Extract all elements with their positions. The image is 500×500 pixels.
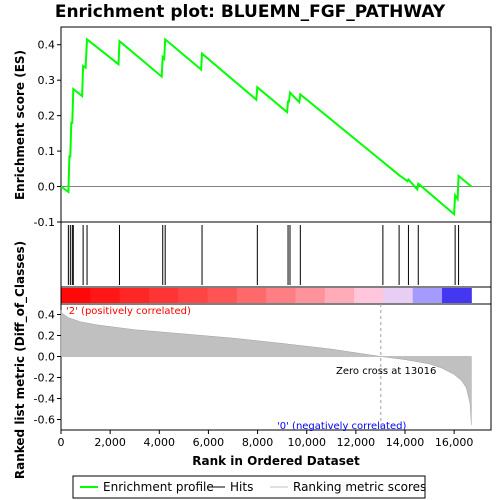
x-tick-label: 10,000 — [287, 436, 326, 449]
metric-panel: -0.6 -0.4 -0.2 0.0 0.2 0.4 0 2,000 4,000 6,000 8,… — [13, 241, 492, 479]
es-y-tick-label: -0.1 — [34, 216, 55, 229]
x-tick-label: 16,000 — [435, 436, 474, 449]
rank-color-bar — [60, 286, 492, 305]
color-bar-segment — [383, 288, 414, 303]
zero-cross-label: Zero cross at 13016 — [336, 366, 436, 377]
es-panel-frame — [60, 26, 492, 223]
legend-label-ranking: Ranking metric scores — [293, 480, 426, 494]
metric-y-tick-label: -0.2 — [34, 372, 55, 385]
color-bar-segment — [90, 288, 121, 303]
color-bar-segment — [324, 288, 355, 303]
x-axis-label: Rank in Ordered Dataset — [192, 454, 360, 468]
metric-y-tick-label: 0.4 — [38, 309, 56, 322]
metric-y-axis-label: Ranked list metric (Diff_of_Classes) — [13, 241, 28, 479]
hits-panel — [60, 221, 492, 288]
color-bar-segment — [178, 288, 209, 303]
negative-class-label: '0' (negatively correlated) — [277, 421, 406, 432]
color-bar-segment — [148, 288, 179, 303]
color-bar-segment — [207, 288, 238, 303]
metric-y-ticks: -0.6 -0.4 -0.2 0.0 0.2 0.4 — [34, 309, 61, 427]
x-tick-label: 8,000 — [242, 436, 274, 449]
es-y-ticks: -0.1 0.0 0.1 0.2 0.3 0.4 — [34, 39, 61, 229]
x-tick-label: 2,000 — [94, 436, 126, 449]
metric-y-tick-label: 0.2 — [38, 330, 56, 343]
metric-y-tick-label: 0.0 — [38, 351, 56, 364]
legend-label-enrichment: Enrichment profile — [103, 480, 214, 494]
color-bar-segment — [61, 288, 91, 303]
color-bar-segment — [412, 288, 443, 303]
x-tick-label: 12,000 — [337, 436, 376, 449]
color-bar-segment — [236, 288, 267, 303]
legend-box — [72, 475, 426, 499]
color-bar-segment — [119, 288, 150, 303]
chart-title: Enrichment plot: BLUEMN_FGF_PATHWAY — [55, 2, 446, 22]
positive-class-label: '2' (positively correlated) — [66, 306, 191, 317]
hits-panel-frame — [60, 221, 492, 288]
ranking-metric-area — [60, 310, 472, 425]
metric-panel-frame — [60, 303, 492, 431]
color-bar-segment — [266, 288, 296, 303]
es-y-tick-label: 0.3 — [38, 74, 56, 87]
x-ticks: 0 2,000 4,000 6,000 8,000 10,000 12,000 14,000 1… — [58, 430, 474, 449]
metric-y-tick-label: -0.4 — [34, 393, 55, 406]
legend: Enrichment profile Hits Ranking metric s… — [72, 475, 426, 499]
x-tick-label: 14,000 — [386, 436, 425, 449]
x-tick-label: 0 — [58, 436, 65, 449]
hit-markers — [67, 225, 460, 285]
es-y-tick-label: 0.1 — [38, 145, 56, 158]
legend-label-hits: Hits — [230, 480, 253, 494]
es-y-tick-label: 0.4 — [38, 39, 56, 52]
es-y-axis-label: Enrichment score (ES) — [13, 50, 27, 200]
enrichment-profile-line — [60, 37, 472, 217]
x-tick-label: 4,000 — [144, 436, 176, 449]
color-bar-segments — [61, 288, 472, 303]
color-bar-segment — [354, 288, 384, 303]
x-tick-label: 6,000 — [193, 436, 225, 449]
es-y-tick-label: 0.2 — [38, 110, 56, 123]
color-bar-segment — [442, 288, 472, 303]
es-panel: -0.1 0.0 0.1 0.2 0.3 0.4 Enrichment score (ES… — [13, 26, 492, 229]
color-bar-segment — [295, 288, 326, 303]
metric-y-tick-label: -0.6 — [34, 414, 55, 427]
es-y-tick-label: 0.0 — [38, 181, 56, 194]
